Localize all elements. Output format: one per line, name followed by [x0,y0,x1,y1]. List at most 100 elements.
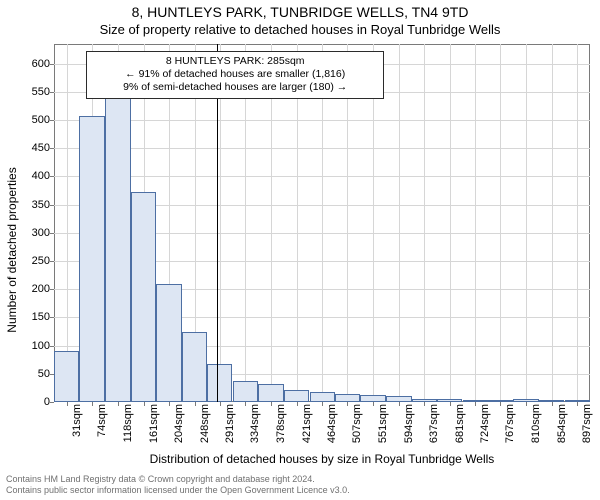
xtick-label: 897sqm [581,404,593,452]
xtick-label: 681sqm [454,404,466,452]
xtick-mark [475,402,476,406]
histogram-bar [463,400,488,402]
ytick-label: 250 [10,255,50,267]
ytick-mark [50,233,54,234]
xtick-mark [373,402,374,406]
xtick-label: 291sqm [224,404,236,452]
gridline-v [500,44,501,402]
xtick-mark [271,402,272,406]
ytick-mark [50,176,54,177]
annotation-box: 8 HUNTLEYS PARK: 285sqm← 91% of detached… [86,51,384,98]
y-axis-label: Number of detached properties [5,167,19,332]
xtick-label: 724sqm [479,404,491,452]
chart-root: 8, HUNTLEYS PARK, TUNBRIDGE WELLS, TN4 9… [0,0,600,500]
histogram-bar [360,395,385,402]
plot-area: 8 HUNTLEYS PARK: 285sqm← 91% of detached… [54,44,590,402]
gridline-v [67,44,68,402]
ytick-mark [50,317,54,318]
histogram-bar [207,364,232,402]
xtick-mark [424,402,425,406]
xtick-mark [552,402,553,406]
histogram-bar [386,396,411,402]
xtick-label: 74sqm [96,404,108,452]
annotation-line: 8 HUNTLEYS PARK: 285sqm [93,55,377,68]
ytick-label: 500 [10,114,50,126]
xtick-mark [220,402,221,406]
xtick-label: 421sqm [301,404,313,452]
histogram-bar [565,400,590,402]
gridline-v [450,44,451,402]
histogram-bar [79,116,104,402]
xtick-label: 31sqm [71,404,83,452]
xtick-mark [500,402,501,406]
ytick-mark [50,261,54,262]
ytick-mark [50,402,54,403]
xtick-label: 334sqm [249,404,261,452]
xtick-label: 637sqm [428,404,440,452]
xtick-mark [118,402,119,406]
histogram-bar [412,399,437,402]
ytick-label: 600 [10,58,50,70]
gridline-v [475,44,476,402]
histogram-bar [233,381,258,402]
ytick-mark [50,92,54,93]
xtick-label: 594sqm [403,404,415,452]
xtick-mark [245,402,246,406]
histogram-bar [54,351,79,402]
xtick-mark [67,402,68,406]
annotation-line: 9% of semi-detached houses are larger (1… [93,81,377,94]
ytick-label: 200 [10,283,50,295]
xtick-label: 810sqm [530,404,542,452]
ytick-mark [50,64,54,65]
gridline-v [526,44,527,402]
ytick-label: 100 [10,340,50,352]
annotation-line: ← 91% of detached houses are smaller (1,… [93,68,377,81]
histogram-bar [310,392,335,402]
histogram-bar [488,400,513,402]
xtick-label: 118sqm [122,404,134,452]
gridline-v [577,44,578,402]
footer-line: Contains public sector information licen… [6,485,350,496]
ytick-label: 450 [10,142,50,154]
ytick-mark [50,346,54,347]
xtick-label: 854sqm [556,404,568,452]
gridline-v [424,44,425,402]
histogram-bar [182,332,207,402]
xtick-mark [92,402,93,406]
histogram-bar [513,399,538,402]
ytick-label: 150 [10,311,50,323]
xtick-label: 767sqm [504,404,516,452]
xtick-mark [169,402,170,406]
xtick-mark [195,402,196,406]
gridline-v [399,44,400,402]
xtick-mark [526,402,527,406]
chart-title: 8, HUNTLEYS PARK, TUNBRIDGE WELLS, TN4 9… [0,4,600,20]
x-axis-label: Distribution of detached houses by size … [54,452,590,466]
gridline-v [552,44,553,402]
histogram-bar [156,284,181,402]
footer-attribution: Contains HM Land Registry data © Crown c… [6,474,350,497]
histogram-bar [131,192,156,402]
xtick-label: 161sqm [148,404,160,452]
xtick-mark [399,402,400,406]
xtick-label: 204sqm [173,404,185,452]
histogram-bar [539,400,564,402]
xtick-label: 507sqm [351,404,363,452]
histogram-bar [258,384,283,402]
xtick-mark [347,402,348,406]
ytick-label: 350 [10,199,50,211]
histogram-bar [335,394,360,402]
ytick-mark [50,148,54,149]
ytick-label: 50 [10,368,50,380]
ytick-mark [50,205,54,206]
xtick-mark [297,402,298,406]
ytick-label: 550 [10,86,50,98]
xtick-mark [144,402,145,406]
xtick-label: 248sqm [199,404,211,452]
histogram-bar [437,399,462,402]
ytick-label: 0 [10,396,50,408]
ytick-mark [50,120,54,121]
chart-subtitle: Size of property relative to detached ho… [0,22,600,37]
xtick-mark [450,402,451,406]
histogram-bar [105,89,130,402]
